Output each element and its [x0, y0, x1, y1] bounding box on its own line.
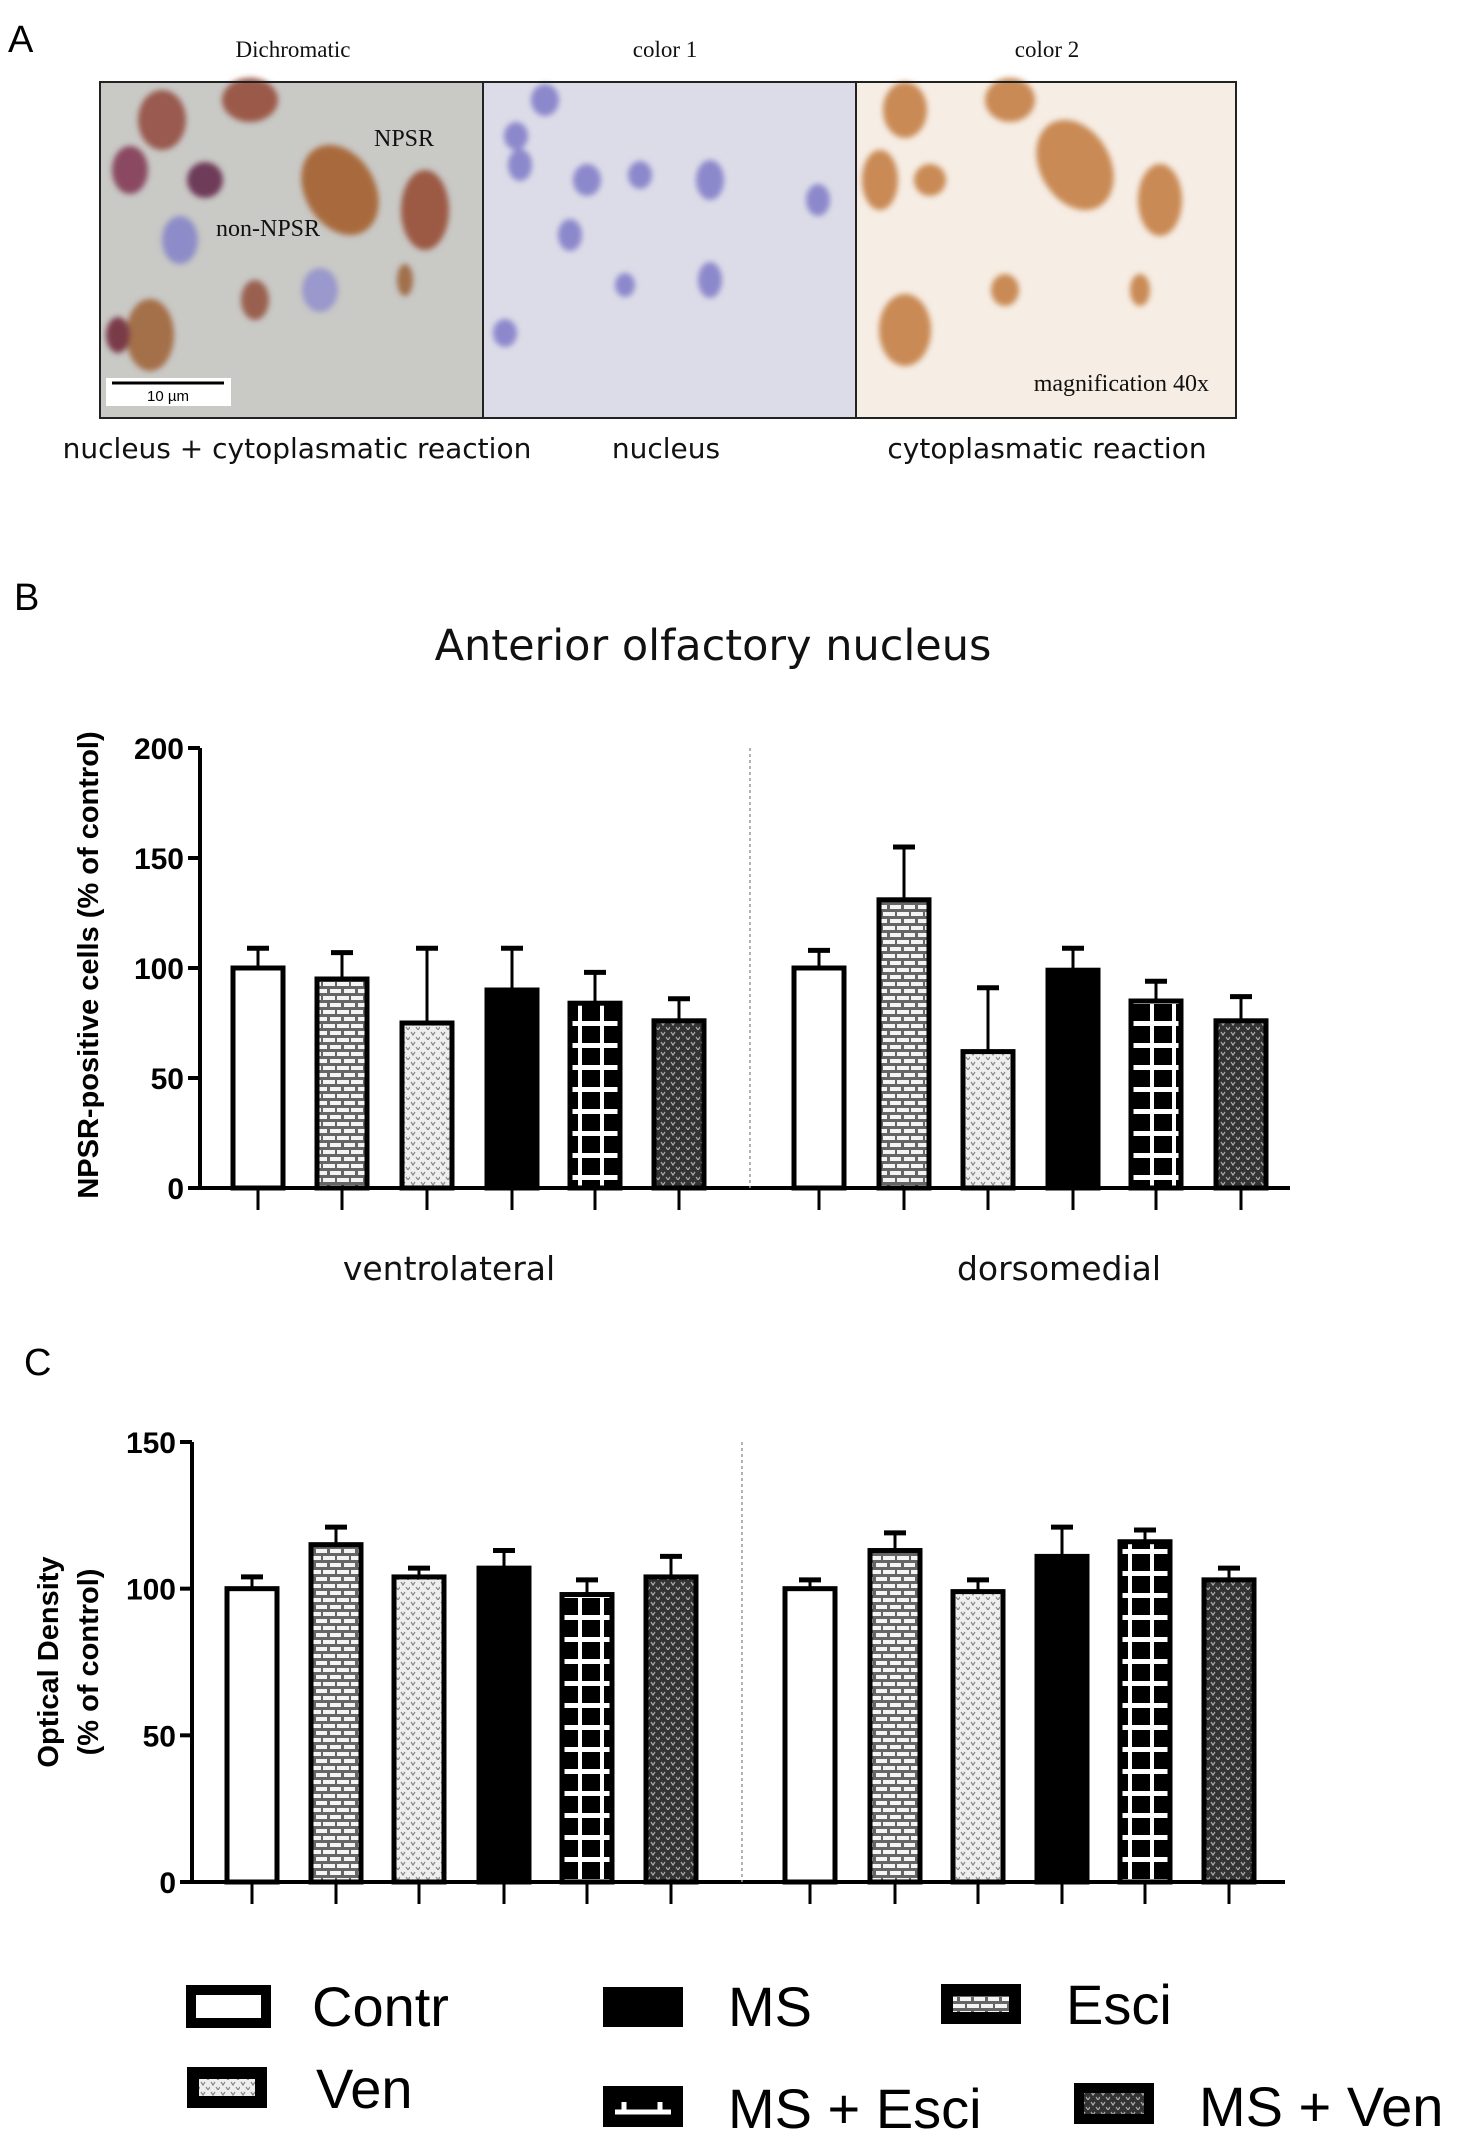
micrograph-color-2: magnification 40x: [855, 78, 1237, 419]
legend-item-ms-ven: MS + Ven: [1074, 2075, 1443, 2138]
chart-b-group-label: dorsomedial: [957, 1249, 1161, 1288]
bar-ms-esci: [1117, 1539, 1173, 1885]
bar-ms-esci: [567, 1000, 623, 1191]
legend: Contr MS Esci Ven MS + Esci MS + Ven: [186, 1973, 1443, 2140]
bar-esci: [876, 897, 932, 1191]
image-top-label: Dichromatic: [236, 37, 351, 62]
chart-c-y-label-line1: Optical Density: [33, 1556, 65, 1767]
chart-b: 0 50 100 150 200: [134, 733, 1290, 1210]
bar-ms-ven: [1213, 1018, 1269, 1191]
svg-text:Contr: Contr: [312, 1975, 449, 2038]
legend-item-contr: Contr: [186, 1975, 449, 2038]
legend-item-esci: Esci: [941, 1973, 1172, 2036]
legend-item-ms-esci: MS + Esci: [603, 2077, 982, 2140]
image-top-label: color 2: [1015, 37, 1080, 62]
y-tick-label: 100: [134, 953, 184, 986]
bar-ms-ven: [1201, 1577, 1257, 1885]
bar-ms: [484, 987, 540, 1191]
bar-esci: [308, 1542, 364, 1885]
bar-esci: [867, 1548, 923, 1885]
bar-contr: [224, 1586, 280, 1885]
y-tick-label: 200: [134, 733, 184, 766]
panel-letter-a: A: [8, 19, 34, 61]
bar-ven: [960, 1049, 1016, 1191]
image-bottom-label: nucleus + cytoplasmatic reaction: [63, 432, 532, 465]
bar-ms: [1045, 967, 1101, 1191]
legend-item-ms: MS: [603, 1975, 812, 2038]
panel-letter-b: B: [14, 577, 39, 619]
bar-contr: [230, 965, 286, 1191]
bar-ven: [391, 1574, 447, 1885]
image-bottom-label: cytoplasmatic reaction: [887, 432, 1206, 465]
chart-c: 0 50 100 150: [126, 1427, 1285, 1904]
micrograph-dichromatic: 10 µm NPSR non-NPSR: [99, 78, 484, 419]
panel-letter-c: C: [24, 1342, 51, 1384]
y-tick-label: 0: [159, 1867, 176, 1900]
magnification-annotation: magnification 40x: [1034, 371, 1209, 397]
scale-bar-label: 10 µm: [147, 388, 189, 405]
bar-ms: [1034, 1553, 1090, 1885]
y-tick-label: 100: [126, 1574, 176, 1607]
bar-ven: [399, 1020, 455, 1191]
non-npsr-annotation: non-NPSR: [216, 216, 320, 242]
svg-text:Ven: Ven: [316, 2057, 413, 2120]
bar-ms-esci: [1128, 998, 1184, 1191]
y-tick-label: 0: [167, 1173, 184, 1206]
chart-c-y-label-line2: (% of control): [73, 1569, 105, 1756]
bar-esci: [314, 976, 370, 1191]
svg-text:MS: MS: [728, 1975, 812, 2038]
y-tick-label: 150: [134, 843, 184, 876]
chart-b-y-label: NPSR-positive cells (% of control): [73, 731, 105, 1198]
chart-b-group-label: ventrolateral: [343, 1249, 555, 1288]
svg-text:Esci: Esci: [1066, 1973, 1172, 2036]
svg-text:MS + Ven: MS + Ven: [1199, 2075, 1443, 2138]
bar-ven: [950, 1589, 1006, 1885]
bar-contr: [782, 1586, 838, 1885]
micrograph-color-1: [482, 81, 857, 419]
bar-ms-ven: [643, 1574, 699, 1885]
y-tick-label: 50: [143, 1720, 176, 1753]
npsr-annotation: NPSR: [374, 126, 434, 152]
bar-ms-ven: [651, 1018, 707, 1191]
image-top-label: color 1: [633, 37, 698, 62]
legend-item-ven: Ven: [187, 2057, 413, 2120]
y-tick-label: 150: [126, 1427, 176, 1460]
chart-b-title: Anterior olfactory nucleus: [435, 621, 992, 671]
y-tick-label: 50: [151, 1063, 184, 1096]
bar-contr: [791, 965, 847, 1191]
image-bottom-label: nucleus: [612, 432, 720, 465]
bar-ms-esci: [559, 1592, 615, 1885]
bar-ms: [476, 1565, 532, 1885]
svg-text:MS + Esci: MS + Esci: [728, 2077, 982, 2140]
